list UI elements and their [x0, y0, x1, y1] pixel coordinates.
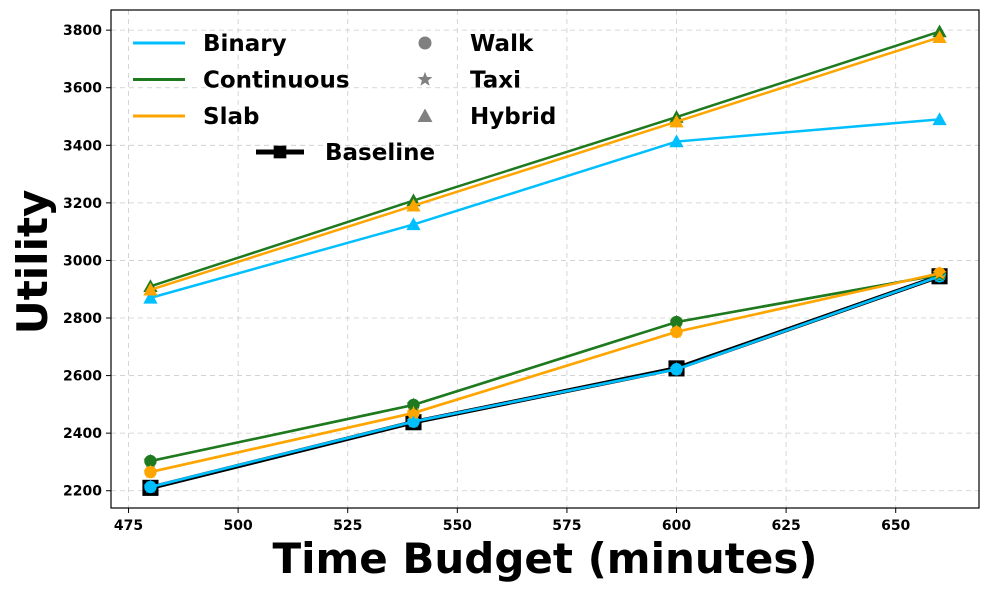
circle-marker	[418, 36, 432, 50]
y-tick-label: 2400	[63, 426, 102, 442]
x-tick-label: 525	[333, 518, 362, 534]
x-axis-ticks: 475 500 525 550 575 600 625 650	[114, 508, 911, 534]
triangle-marker	[669, 134, 684, 148]
x-tick-label: 550	[443, 518, 472, 534]
y-tick-label: 3600	[63, 81, 102, 97]
star-marker	[143, 464, 158, 479]
legend-label-baseline: Baseline	[325, 140, 435, 166]
y-tick-label: 3200	[63, 196, 102, 212]
x-tick-label: 650	[881, 518, 910, 534]
triangle-marker	[406, 198, 421, 212]
star-marker	[417, 71, 433, 86]
star-marker	[143, 453, 158, 468]
x-axis-label: Time Budget (minutes)	[272, 534, 817, 583]
y-tick-label: 2200	[63, 484, 102, 500]
triangle-marker	[932, 30, 947, 44]
x-tick-label: 575	[552, 518, 581, 534]
star-marker	[406, 414, 421, 428]
legend-label-slab: Slab	[203, 104, 259, 130]
series-binary-hybrid	[143, 112, 947, 304]
triangle-marker	[669, 114, 684, 128]
legend-label-hybrid: Hybrid	[470, 104, 556, 130]
x-tick-label: 600	[662, 518, 691, 534]
y-tick-label: 2800	[63, 311, 102, 327]
baseline-line	[149, 274, 941, 491]
star-marker	[669, 314, 684, 329]
y-axis-label: Utility	[8, 190, 57, 335]
series-binary-taxi	[143, 268, 947, 494]
series-line	[150, 36, 940, 291]
triangle-marker	[932, 112, 947, 126]
triangle-marker	[143, 282, 158, 296]
star-marker	[669, 361, 684, 376]
legend-label-binary: Binary	[203, 31, 287, 57]
star-marker	[932, 265, 947, 280]
legend: Binary Continuous Slab Walk Taxi Hybrid Baseli…	[133, 31, 556, 166]
triangle-marker	[143, 290, 158, 304]
series-line	[150, 118, 940, 300]
legend-label-continuous: Continuous	[203, 68, 350, 94]
y-axis-ticks: 2200 2400 2600 2800 3000 3200 3400 3600 3800	[63, 23, 111, 500]
star-marker	[406, 397, 421, 411]
y-tick-label: 3000	[63, 253, 102, 269]
x-tick-label: 500	[224, 518, 253, 534]
legend-label-walk: Walk	[470, 31, 534, 57]
series-line	[150, 30, 940, 288]
series-baseline	[142, 268, 948, 496]
grid	[111, 10, 979, 508]
series-slab-hybrid	[143, 30, 947, 296]
y-tick-label: 3800	[63, 23, 102, 39]
series-slab-taxi	[143, 265, 947, 479]
series-line	[150, 272, 940, 474]
legend-label-taxi: Taxi	[470, 68, 521, 94]
triangle-marker	[406, 217, 421, 231]
triangle-marker	[417, 108, 433, 122]
y-tick-label: 2600	[63, 369, 102, 385]
series-continuous-hybrid	[143, 24, 947, 293]
star-marker	[143, 479, 158, 494]
x-tick-label: 475	[114, 518, 143, 534]
series-line	[150, 273, 940, 463]
series-line	[150, 275, 940, 489]
series-line	[150, 275, 940, 489]
series-lines	[142, 24, 948, 496]
x-tick-label: 625	[771, 518, 800, 534]
plot-area-frame	[110, 9, 980, 509]
star-marker	[406, 405, 421, 420]
y-tick-label: 3400	[63, 138, 102, 154]
star-marker	[669, 324, 684, 338]
square-marker	[273, 145, 287, 159]
